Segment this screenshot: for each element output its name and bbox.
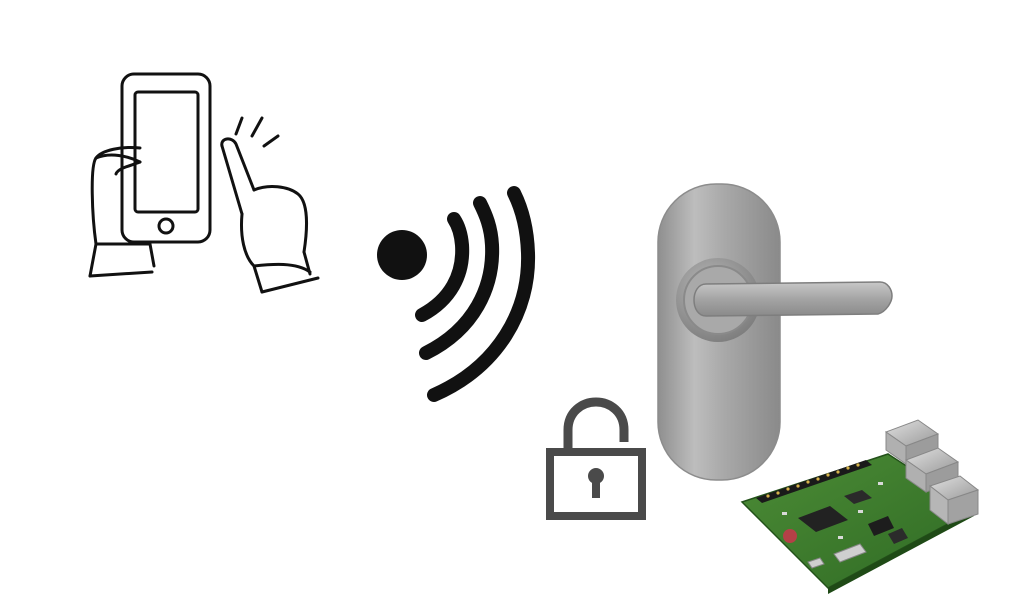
smartphone-tap-illustration [82, 66, 332, 306]
door-handle [650, 182, 895, 482]
door-lever-handle-icon [657, 183, 893, 481]
unlocked-padlock [538, 397, 650, 526]
raspberry-pi-board-icon [740, 419, 980, 594]
unlocked-padlock-icon [546, 397, 646, 520]
wireless-signal-icon [377, 186, 536, 402]
wireless-signal [370, 185, 560, 410]
hand-tapping-phone-icon [88, 72, 320, 294]
raspberry-pi-board [738, 412, 982, 597]
